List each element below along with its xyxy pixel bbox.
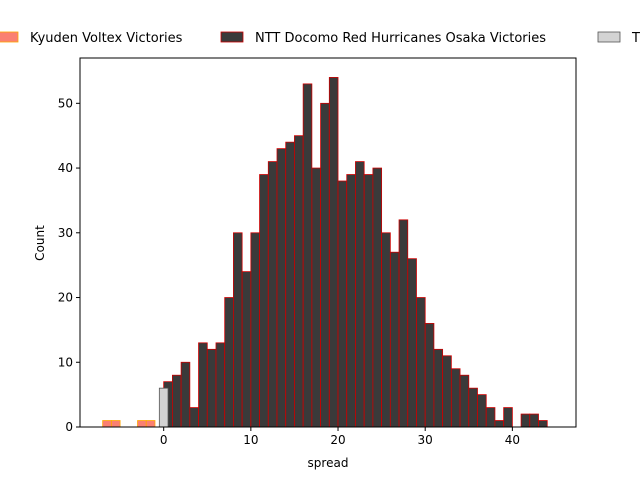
bar-series-1-bin-22 xyxy=(355,161,365,428)
x-axis-label: spread xyxy=(308,456,349,470)
bar-series-1-bin-35 xyxy=(468,387,478,428)
bar-series-1-bin-12 xyxy=(267,161,278,428)
bar-series-0-bin-1 xyxy=(110,420,121,428)
bar-series-1-bin-30 xyxy=(424,323,435,428)
bar-series-1-bin-5 xyxy=(206,348,217,428)
bar-series-1-bin-28 xyxy=(407,258,417,428)
bar-series-1-bin-33 xyxy=(450,368,461,428)
x-tick-label: 10 xyxy=(243,433,258,447)
bar-series-1-bin-6 xyxy=(215,342,226,428)
bar-series-1-bin-26 xyxy=(389,251,400,428)
legend-label-0: Kyuden Voltex Victories xyxy=(30,31,183,46)
bar-series-1-bin-17 xyxy=(311,167,321,428)
bar-series-1-bin-40 xyxy=(520,413,531,428)
bar-series-1-bin-42 xyxy=(538,420,548,428)
x-tick-label: 20 xyxy=(330,433,345,447)
bar-series-1-bin-11 xyxy=(259,174,269,428)
bar-series-1-bin-21 xyxy=(346,174,356,428)
y-tick-label: 50 xyxy=(58,96,73,110)
bar-series-1-bin-37 xyxy=(485,407,496,428)
bar-series-1-bin-15 xyxy=(294,135,304,428)
bar-series-1-bin-36 xyxy=(477,394,487,428)
bar-series-1-bin-41 xyxy=(529,413,539,428)
bar-series-0-bin-3 xyxy=(145,420,156,428)
bar-series-1-bin-19 xyxy=(328,77,339,428)
bar-series-1-bin-7 xyxy=(224,297,234,428)
bar-series-1-bin-14 xyxy=(285,141,295,428)
bar-series-1-bin-16 xyxy=(302,83,313,428)
y-axis-label: Count xyxy=(33,225,47,261)
legend-label-1: NTT Docomo Red Hurricanes Osaka Victorie… xyxy=(255,31,546,46)
y-tick-label: 40 xyxy=(58,161,73,175)
bar-series-1-bin-8 xyxy=(233,232,243,428)
x-tick-label: 0 xyxy=(160,433,168,447)
y-tick-label: 30 xyxy=(58,226,73,240)
bar-series-1-bin-27 xyxy=(398,219,409,428)
bar-series-1-bin-39 xyxy=(503,407,513,428)
bar-series-1-bin-38 xyxy=(494,420,505,428)
legend-swatch-2 xyxy=(597,31,621,43)
x-tick-label: 40 xyxy=(505,433,520,447)
y-axis: 0 10 20 30 40 50 xyxy=(58,96,80,434)
bars xyxy=(102,77,548,428)
bar-series-1-bin-10 xyxy=(250,232,260,428)
bar-series-1-bin-18 xyxy=(320,102,330,428)
bar-series-1-bin-34 xyxy=(459,374,470,428)
x-axis: 0 10 20 30 40 xyxy=(160,427,520,447)
x-tick-label: 30 xyxy=(418,433,433,447)
legend-swatch-1 xyxy=(220,31,244,43)
bar-series-1-bin-20 xyxy=(337,180,348,428)
bar-series-1-bin-3 xyxy=(189,407,199,428)
y-tick-label: 0 xyxy=(65,420,73,434)
bar-series-1-bin-32 xyxy=(442,355,452,428)
bar-series-1-bin-24 xyxy=(372,167,383,428)
bar-series-1-bin-25 xyxy=(381,232,391,428)
legend-swatch-0 xyxy=(0,31,19,43)
bar-series-2-bin-0 xyxy=(158,387,169,428)
bar-series-1-bin-13 xyxy=(276,148,287,428)
bar-series-1-bin-9 xyxy=(241,271,252,428)
bar-series-0-bin-0 xyxy=(102,420,112,428)
y-tick-label: 10 xyxy=(58,355,73,369)
bar-series-1-bin-4 xyxy=(198,342,208,428)
plot-frame xyxy=(79,57,577,428)
legend-label-2: T xyxy=(631,31,640,46)
bar-series-0-bin-2 xyxy=(137,420,147,428)
bar-series-1-bin-29 xyxy=(416,297,426,428)
legend: Kyuden Voltex Victories NTT Docomo Red Hu… xyxy=(0,31,640,46)
bar-series-1-bin-23 xyxy=(363,174,374,428)
bar-series-1-bin-2 xyxy=(180,361,191,428)
bar-series-1-bin-31 xyxy=(433,348,444,428)
bar-series-1-bin-1 xyxy=(172,374,182,428)
y-tick-label: 20 xyxy=(58,291,73,305)
